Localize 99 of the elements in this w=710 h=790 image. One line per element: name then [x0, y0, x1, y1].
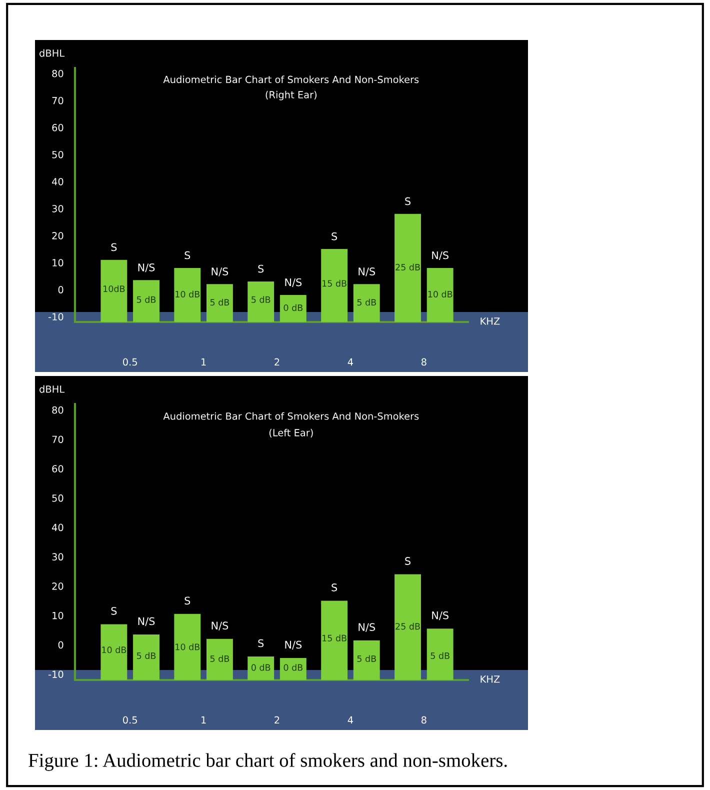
y-tick-label: 60: [52, 465, 64, 472]
y-tick-label: 10: [52, 612, 64, 620]
annotation: 5 dB: [210, 298, 230, 306]
text: S: [111, 243, 117, 252]
y-tick-label: 20: [52, 582, 64, 590]
annotation: 5 dB: [210, 655, 230, 662]
bar: [206, 284, 233, 322]
y-tick-label: 30: [52, 204, 64, 212]
y-tick-label: 50: [52, 494, 64, 502]
caption: Figure 1: Audiometric bar chart of smokers and non-smokers.: [28, 753, 507, 771]
bar: [394, 214, 421, 322]
y-tick-label: 70: [52, 436, 64, 444]
text: N/S: [212, 268, 228, 276]
x-tick-label: 4: [348, 716, 354, 724]
bar: [248, 656, 274, 680]
text: (Left Ear): [269, 428, 313, 438]
y-tick-label: 70: [52, 96, 64, 104]
text: S: [405, 197, 410, 206]
bar: [353, 284, 380, 322]
x-axis-title: KHZ: [480, 318, 500, 325]
text: N/S: [358, 623, 376, 632]
annotation: 15 dB: [322, 634, 346, 642]
text: N/S: [212, 622, 228, 630]
text: N/S: [285, 278, 302, 288]
x-tick-label: 8: [421, 358, 426, 366]
bar: [174, 614, 201, 680]
text: S: [111, 606, 117, 615]
bar: [206, 638, 233, 680]
x-tick-label: 1: [202, 716, 206, 724]
bar: [321, 600, 348, 680]
annotation: 10 dB: [102, 646, 126, 654]
text: S: [258, 639, 264, 648]
y-tick-label: 0: [58, 641, 64, 649]
text: (Right Ear): [266, 90, 317, 100]
y-tick-label: 80: [52, 406, 64, 414]
annotation: 0 dB: [251, 664, 270, 671]
bar: [133, 634, 160, 680]
annotation: 10 dB: [176, 643, 200, 650]
annotation: 5 dB: [252, 296, 270, 303]
bar: [394, 574, 421, 680]
text: N/S: [432, 611, 448, 620]
bar: [280, 294, 306, 322]
x-tick-label: 0.5: [123, 358, 137, 366]
y-tick-label: 60: [52, 124, 64, 132]
x-tick-label: 1: [202, 358, 206, 366]
y-tick-label: -10: [48, 670, 64, 678]
annotation: 25 dB: [396, 622, 420, 630]
x-tick-label: 4: [348, 358, 354, 366]
bar: [353, 640, 380, 680]
series-label: S: [184, 596, 190, 605]
text: S: [405, 557, 410, 565]
y-tick-label: -10: [48, 313, 64, 320]
text: S: [258, 264, 264, 273]
y-tick-label: 50: [52, 150, 64, 158]
text: N/S: [285, 640, 302, 650]
series-label: S: [184, 251, 190, 260]
annotation: 0 dB: [284, 664, 303, 671]
annotation: 25 dB: [396, 264, 420, 270]
series-label: N/S: [138, 617, 155, 626]
y-axis-title: dBHL: [40, 385, 65, 393]
annotation: 5 dB: [136, 652, 156, 660]
annotation: 5 dB: [430, 652, 450, 660]
series-label: N/S: [432, 251, 448, 260]
y-tick-label: 40: [52, 524, 64, 532]
y-axis-title: dBHL: [40, 49, 65, 57]
bar: [280, 658, 306, 680]
annotation: 5 dB: [136, 296, 156, 303]
bar: [426, 268, 454, 322]
bar: [426, 628, 454, 680]
y-tick-label: 80: [52, 70, 64, 78]
text: S: [332, 232, 338, 240]
bar: [100, 624, 128, 680]
annotation: 10 dB: [176, 290, 200, 298]
x-tick-label: 8: [421, 716, 426, 724]
text: N/S: [358, 268, 376, 276]
bar: [174, 268, 201, 322]
annotation: 15 dB: [322, 280, 346, 287]
text: Audiometric Bar Chart of Smokers And Non-Smokers: [163, 76, 419, 84]
annotation: 10dB: [104, 285, 125, 292]
x-tick-label: 2: [274, 716, 280, 724]
x-axis-title: KHZ: [480, 676, 500, 683]
x-tick-label: 2: [274, 358, 280, 366]
bar: [248, 281, 274, 322]
y-tick-label: 40: [52, 178, 64, 186]
annotation: 0 dB: [284, 304, 303, 312]
annotation: 5 dB: [357, 655, 376, 662]
x-tick-label: 0.5: [123, 716, 137, 724]
annotation: 10 dB: [428, 290, 452, 298]
bar: [321, 249, 348, 322]
y-tick-label: 20: [52, 232, 64, 240]
text: Audiometric Bar Chart of Smokers And Non-Smokers: [163, 412, 419, 420]
bar: [100, 260, 128, 322]
text: S: [332, 583, 338, 592]
annotation: 5 dB: [357, 298, 376, 306]
bar: [133, 280, 160, 322]
y-tick-label: 0: [58, 286, 64, 294]
text: N/S: [138, 263, 155, 272]
y-tick-label: 10: [52, 259, 64, 266]
y-tick-label: 30: [52, 553, 64, 561]
